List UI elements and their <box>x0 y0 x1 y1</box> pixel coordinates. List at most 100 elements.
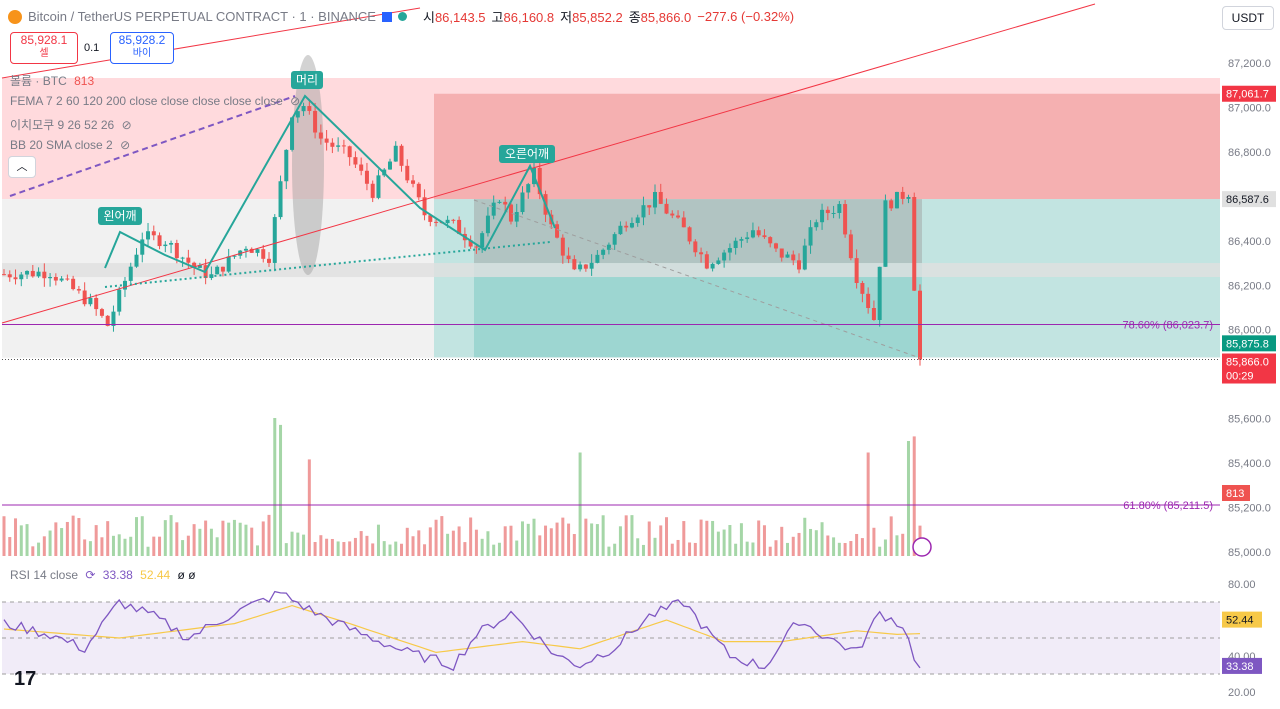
stop-zone <box>434 93 1220 200</box>
flag-icon[interactable] <box>381 11 392 22</box>
candle-body <box>399 145 404 166</box>
legend-volume[interactable]: 볼륨 · BTC 813 <box>10 74 95 88</box>
candle-body <box>376 175 381 198</box>
candle-body <box>405 165 410 181</box>
refresh-icon: ⟳ <box>85 568 96 582</box>
volume-bar <box>279 424 283 556</box>
candle-body <box>578 264 583 270</box>
currency-button[interactable]: USDT <box>1222 6 1274 30</box>
candle-body <box>704 254 709 269</box>
volume-bar <box>757 520 761 556</box>
lightning-icon <box>912 537 932 557</box>
candle-body <box>174 242 179 259</box>
volume-bar <box>238 522 242 556</box>
sell-button[interactable]: 85,928.1 셀 <box>10 32 78 64</box>
candle-body <box>111 311 116 326</box>
volume-bar <box>60 528 64 556</box>
volume-bar <box>88 541 92 556</box>
volume-bar <box>497 542 501 556</box>
volume-bar <box>77 518 81 556</box>
legend-ichimoku[interactable]: 이치모쿠 9 26 52 26 ⊘ <box>10 118 132 132</box>
eye-hidden-icon[interactable]: ⊘ <box>120 138 131 152</box>
volume-bar <box>146 546 150 556</box>
candle-body <box>814 222 819 228</box>
candle-body <box>877 266 882 320</box>
volume-bar <box>676 539 680 556</box>
volume-bar <box>889 516 893 556</box>
volume-bar <box>630 515 634 556</box>
pattern-label-bg <box>291 71 323 89</box>
volume-bar <box>111 535 115 556</box>
candle-body <box>226 256 231 272</box>
volume-bar <box>250 527 254 556</box>
candle-body <box>733 240 738 249</box>
volume-bar <box>866 452 870 556</box>
candle-body <box>474 246 479 248</box>
volume-bar <box>837 542 841 556</box>
volume-bar <box>618 526 622 556</box>
candle-body <box>497 201 502 203</box>
symbol-title[interactable]: Bitcoin / TetherUS PERPETUAL CONTRACT · … <box>28 9 376 24</box>
volume-bar <box>751 542 755 556</box>
candle-body <box>272 217 277 263</box>
volume-bar <box>296 532 300 556</box>
candle-body <box>451 219 456 221</box>
badge-rsi-ma: 52.44 <box>1226 615 1254 627</box>
candle-body <box>36 271 41 277</box>
legend-rsi[interactable]: RSI 14 close ⟳ 33.38 52.44 ø ø <box>10 568 196 582</box>
volume-bar <box>255 545 259 556</box>
eye-hidden-icon[interactable]: ⊘ <box>121 118 132 132</box>
volume-bar <box>100 537 104 556</box>
ohlc-open: 시86,143.5 <box>422 10 486 25</box>
candle-body <box>157 235 162 247</box>
volume-bar <box>42 536 46 556</box>
candle-body <box>59 278 64 281</box>
candle-body <box>42 271 47 279</box>
badge-last: 85,866.0 <box>1226 357 1269 369</box>
candle-body <box>370 183 375 198</box>
volume-bar <box>71 515 75 556</box>
volume-bar <box>906 441 910 556</box>
volume-bar <box>486 531 490 556</box>
collapse-legend-button[interactable]: ︿ <box>8 156 36 178</box>
legend-fema[interactable]: FEMA 7 2 60 120 200 close close close cl… <box>10 94 301 108</box>
volume-bar <box>480 538 484 556</box>
candle-body <box>485 215 490 234</box>
price-tick-label: 85,000.0 <box>1228 547 1271 559</box>
price-tick-label: 85,600.0 <box>1228 414 1271 426</box>
buy-button[interactable]: 85,928.2 바이 <box>110 32 174 64</box>
volume-bar <box>388 544 392 556</box>
candle-body <box>566 255 571 260</box>
candle-body <box>889 200 894 209</box>
ohlc-change: −277.6 (−0.32%) <box>697 9 795 24</box>
volume-bar <box>739 523 743 556</box>
price-tick-label: 85,200.0 <box>1228 503 1271 515</box>
legend-bb[interactable]: BB 20 SMA close 2 ⊘ <box>10 138 131 152</box>
candle-body <box>411 180 416 184</box>
badge-last-bg <box>1222 353 1276 370</box>
candle-body <box>503 201 508 205</box>
candle-body <box>710 263 715 269</box>
volume-bar <box>509 525 513 556</box>
pattern-label-bg <box>499 145 555 163</box>
candle-body <box>25 270 30 275</box>
candle-body <box>301 106 306 112</box>
badge-countdown-bg <box>1222 367 1276 384</box>
volume-bar <box>601 515 605 556</box>
candle-body <box>13 277 18 280</box>
price-tick-label: 87,200.0 <box>1228 58 1271 70</box>
candle-body <box>169 242 174 245</box>
volume-bar <box>670 543 674 556</box>
candle-body <box>848 234 853 259</box>
eye-hidden-icon[interactable]: ⊘ <box>290 94 301 108</box>
volume-bar <box>682 521 686 556</box>
candle-body <box>243 248 248 251</box>
volume-bar <box>826 535 830 556</box>
pattern-label-left_shoulder: 왼어깨 <box>103 209 136 223</box>
volume-bar <box>215 537 219 556</box>
volume-bars <box>2 418 922 556</box>
badge-countdown: 00:29 <box>1226 371 1254 383</box>
candle-body <box>797 260 802 270</box>
volume-bar <box>428 527 432 556</box>
